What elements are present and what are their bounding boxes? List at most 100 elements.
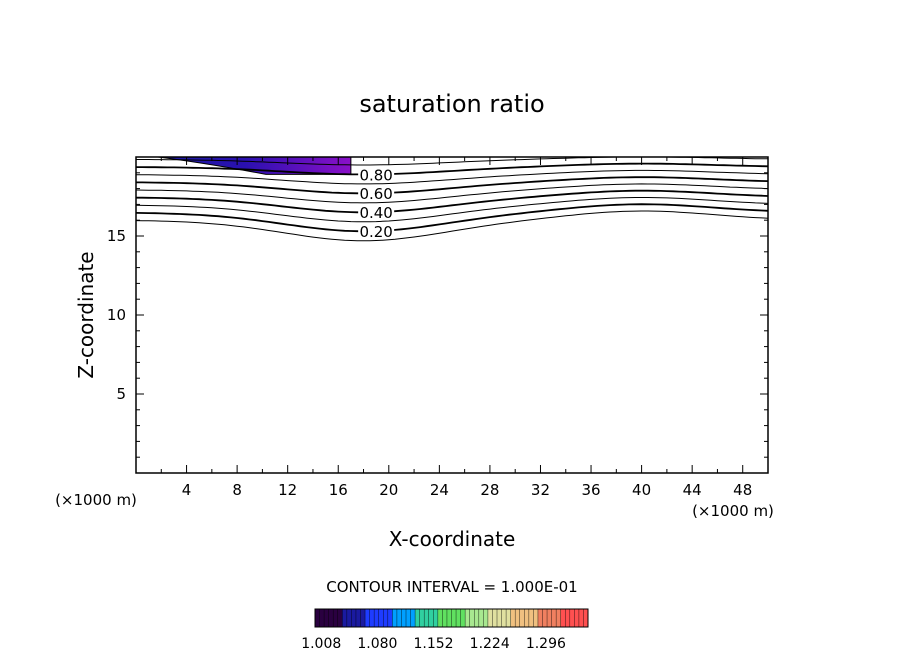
contour-line — [135, 169, 769, 185]
colorbar-cell — [387, 609, 393, 627]
colorbar-tick-label: 1.224 — [470, 636, 510, 652]
colorbar-cell — [565, 609, 571, 627]
colorbar-cell — [474, 609, 480, 627]
colorbar: 1.008 1.080 1.152 1.224 1.296 — [301, 608, 589, 652]
colorbar-cell — [519, 609, 525, 627]
colorbar-cell — [355, 609, 361, 627]
colorbar-cell — [533, 609, 539, 627]
plot-area: 0.200.400.600.80 4 8 12 16 20 24 28 32 36 40 44 485… — [107, 156, 769, 499]
colorbar-cell — [556, 609, 562, 627]
x-tick-label: 8 — [232, 481, 242, 499]
contour-label: 0.60 — [359, 185, 392, 203]
colorbar-cell — [378, 609, 384, 627]
x-tick-label: 40 — [632, 481, 651, 499]
colorbar-frame — [314, 608, 589, 628]
colorbar-cell — [460, 609, 466, 627]
colorbar-cell — [456, 609, 462, 627]
contour-lines — [135, 156, 769, 242]
supersaturated-region — [157, 156, 352, 175]
contour-label-bg — [358, 205, 395, 219]
x-axis-label: X-coordinate — [389, 527, 516, 551]
x-unit-right: (×1000 m) — [692, 502, 774, 520]
colorbar-cell — [346, 609, 352, 627]
colorbar-cell — [428, 609, 434, 627]
colorbar-cell — [365, 609, 371, 627]
colorbar-cell — [515, 609, 521, 627]
colorbar-cell — [542, 609, 548, 627]
supersaturation-fill — [157, 156, 352, 175]
contour-interval-label: CONTOUR INTERVAL = 1.000E-01 — [326, 578, 577, 596]
colorbar-tick-label: 1.152 — [414, 636, 454, 652]
y-tick-label: 15 — [107, 227, 126, 245]
x-tick-label: 16 — [329, 481, 348, 499]
contour-label: 0.80 — [359, 166, 392, 184]
colorbar-cell — [337, 609, 343, 627]
colorbar-cell — [501, 609, 507, 627]
contour-label: 0.40 — [359, 204, 392, 222]
colorbar-cell — [415, 609, 421, 627]
colorbar-cell — [374, 609, 380, 627]
x-tick-label: 24 — [430, 481, 449, 499]
contour-line — [136, 162, 769, 176]
colorbar-cell — [433, 609, 439, 627]
x-tick-label: 36 — [581, 481, 600, 499]
x-tick-label: 12 — [278, 481, 297, 499]
colorbar-cell — [392, 609, 398, 627]
contour-line — [135, 183, 769, 204]
colorbar-cell — [478, 609, 484, 627]
colorbar-cell — [437, 609, 443, 627]
colorbar-cell — [319, 609, 325, 627]
contour-label-bg — [358, 186, 395, 200]
colorbar-cell — [315, 609, 321, 627]
colorbar-cell — [528, 609, 534, 627]
colorbar-cell — [410, 609, 416, 627]
colorbar-cell — [419, 609, 425, 627]
colorbar-cell — [510, 609, 516, 627]
y-axis-label: Z-coordinate — [74, 251, 98, 378]
colorbar-cell — [424, 609, 430, 627]
colorbar-cell — [492, 609, 498, 627]
contour-label-bg — [358, 224, 395, 238]
x-tick-label: 48 — [733, 481, 752, 499]
contour-label-bg — [358, 167, 395, 181]
colorbar-cell — [487, 609, 493, 627]
x-tick-label: 28 — [480, 481, 499, 499]
colorbar-cell — [442, 609, 448, 627]
y-tick-label: 5 — [116, 385, 126, 403]
colorbar-cell — [497, 609, 503, 627]
colorbar-cell — [524, 609, 530, 627]
colorbar-cell — [469, 609, 475, 627]
chart-title: saturation ratio — [359, 90, 544, 118]
colorbar-cell — [583, 609, 589, 627]
contour-labels: 0.200.400.600.80 — [358, 166, 395, 241]
contour-line — [135, 197, 769, 223]
x-tick-label: 20 — [379, 481, 398, 499]
colorbar-cell — [547, 609, 553, 627]
colorbar-cell — [360, 609, 366, 627]
colorbar-tick-label: 1.296 — [526, 636, 566, 652]
x-tick-label: 44 — [683, 481, 702, 499]
colorbar-cell — [324, 609, 330, 627]
x-tick-label: 4 — [182, 481, 192, 499]
x-tick-label: 32 — [531, 481, 550, 499]
colorbar-cell — [537, 609, 543, 627]
colorbar-tick-label: 1.008 — [301, 636, 341, 652]
colorbar-cell — [560, 609, 566, 627]
x-unit-left: (×1000 m) — [55, 491, 137, 509]
contour-line — [136, 189, 769, 214]
colorbar-cell — [551, 609, 557, 627]
colorbar-cell — [451, 609, 457, 627]
colorbar-cell — [569, 609, 575, 627]
contour-line — [135, 210, 769, 242]
colorbar-tick-label: 1.080 — [357, 636, 397, 652]
colorbar-cell — [401, 609, 407, 627]
colorbar-cell — [483, 609, 489, 627]
y-tick-label: 10 — [107, 306, 126, 324]
colorbar-cell — [369, 609, 375, 627]
colorbar-cell — [342, 609, 348, 627]
colorbar-cell — [351, 609, 357, 627]
colorbar-cell — [446, 609, 452, 627]
colorbar-cell — [574, 609, 580, 627]
